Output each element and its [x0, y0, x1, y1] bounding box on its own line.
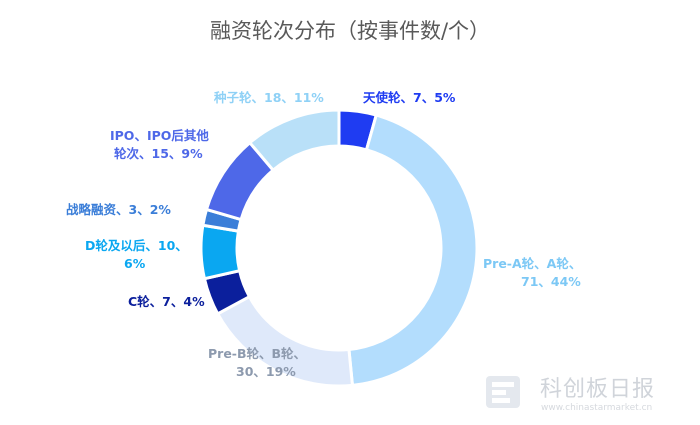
watermark-url: www.chinastarmarket.cn — [541, 403, 652, 413]
slice-1 — [347, 113, 479, 387]
slice-label-1: Pre-A轮、A轮、 71、44% — [483, 256, 581, 289]
watermark-name: 科创板日报 — [540, 377, 655, 402]
watermark: 科创板日报 www.chinastarmarket.cn — [486, 376, 655, 413]
slice-label-0: 天使轮、7、5% — [363, 90, 456, 105]
slice-7 — [247, 108, 341, 173]
slice-label-2: Pre-B轮、B轮、 30、19% — [208, 346, 306, 379]
slice-label-7: 种子轮、18、11% — [213, 90, 324, 105]
slice-labels: 天使轮、7、5% Pre-A轮、A轮、 71、44% Pre-B轮、B轮、 30、19%… — [66, 90, 581, 379]
slice-4 — [199, 223, 242, 281]
slice-label-5: 战略融资、3、2% — [66, 202, 171, 217]
donut-slices — [199, 108, 479, 388]
slice-label-6: IPO、IPO后其他轮次、15、9% — [110, 128, 209, 161]
report-logo-icon — [486, 376, 520, 408]
slice-label-3: C轮、7、4% — [128, 294, 205, 309]
chart-title: 融资轮次分布（按事件数/个） — [210, 19, 490, 43]
slice-label-4: D轮及以后、10、 6% — [85, 238, 188, 271]
